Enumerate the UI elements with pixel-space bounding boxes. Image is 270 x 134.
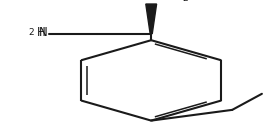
- Polygon shape: [146, 4, 157, 34]
- Text: N: N: [39, 26, 47, 39]
- Text: NH: NH: [154, 0, 171, 3]
- Text: 2: 2: [28, 28, 34, 37]
- Text: H: H: [37, 26, 46, 39]
- Text: 2: 2: [182, 0, 188, 3]
